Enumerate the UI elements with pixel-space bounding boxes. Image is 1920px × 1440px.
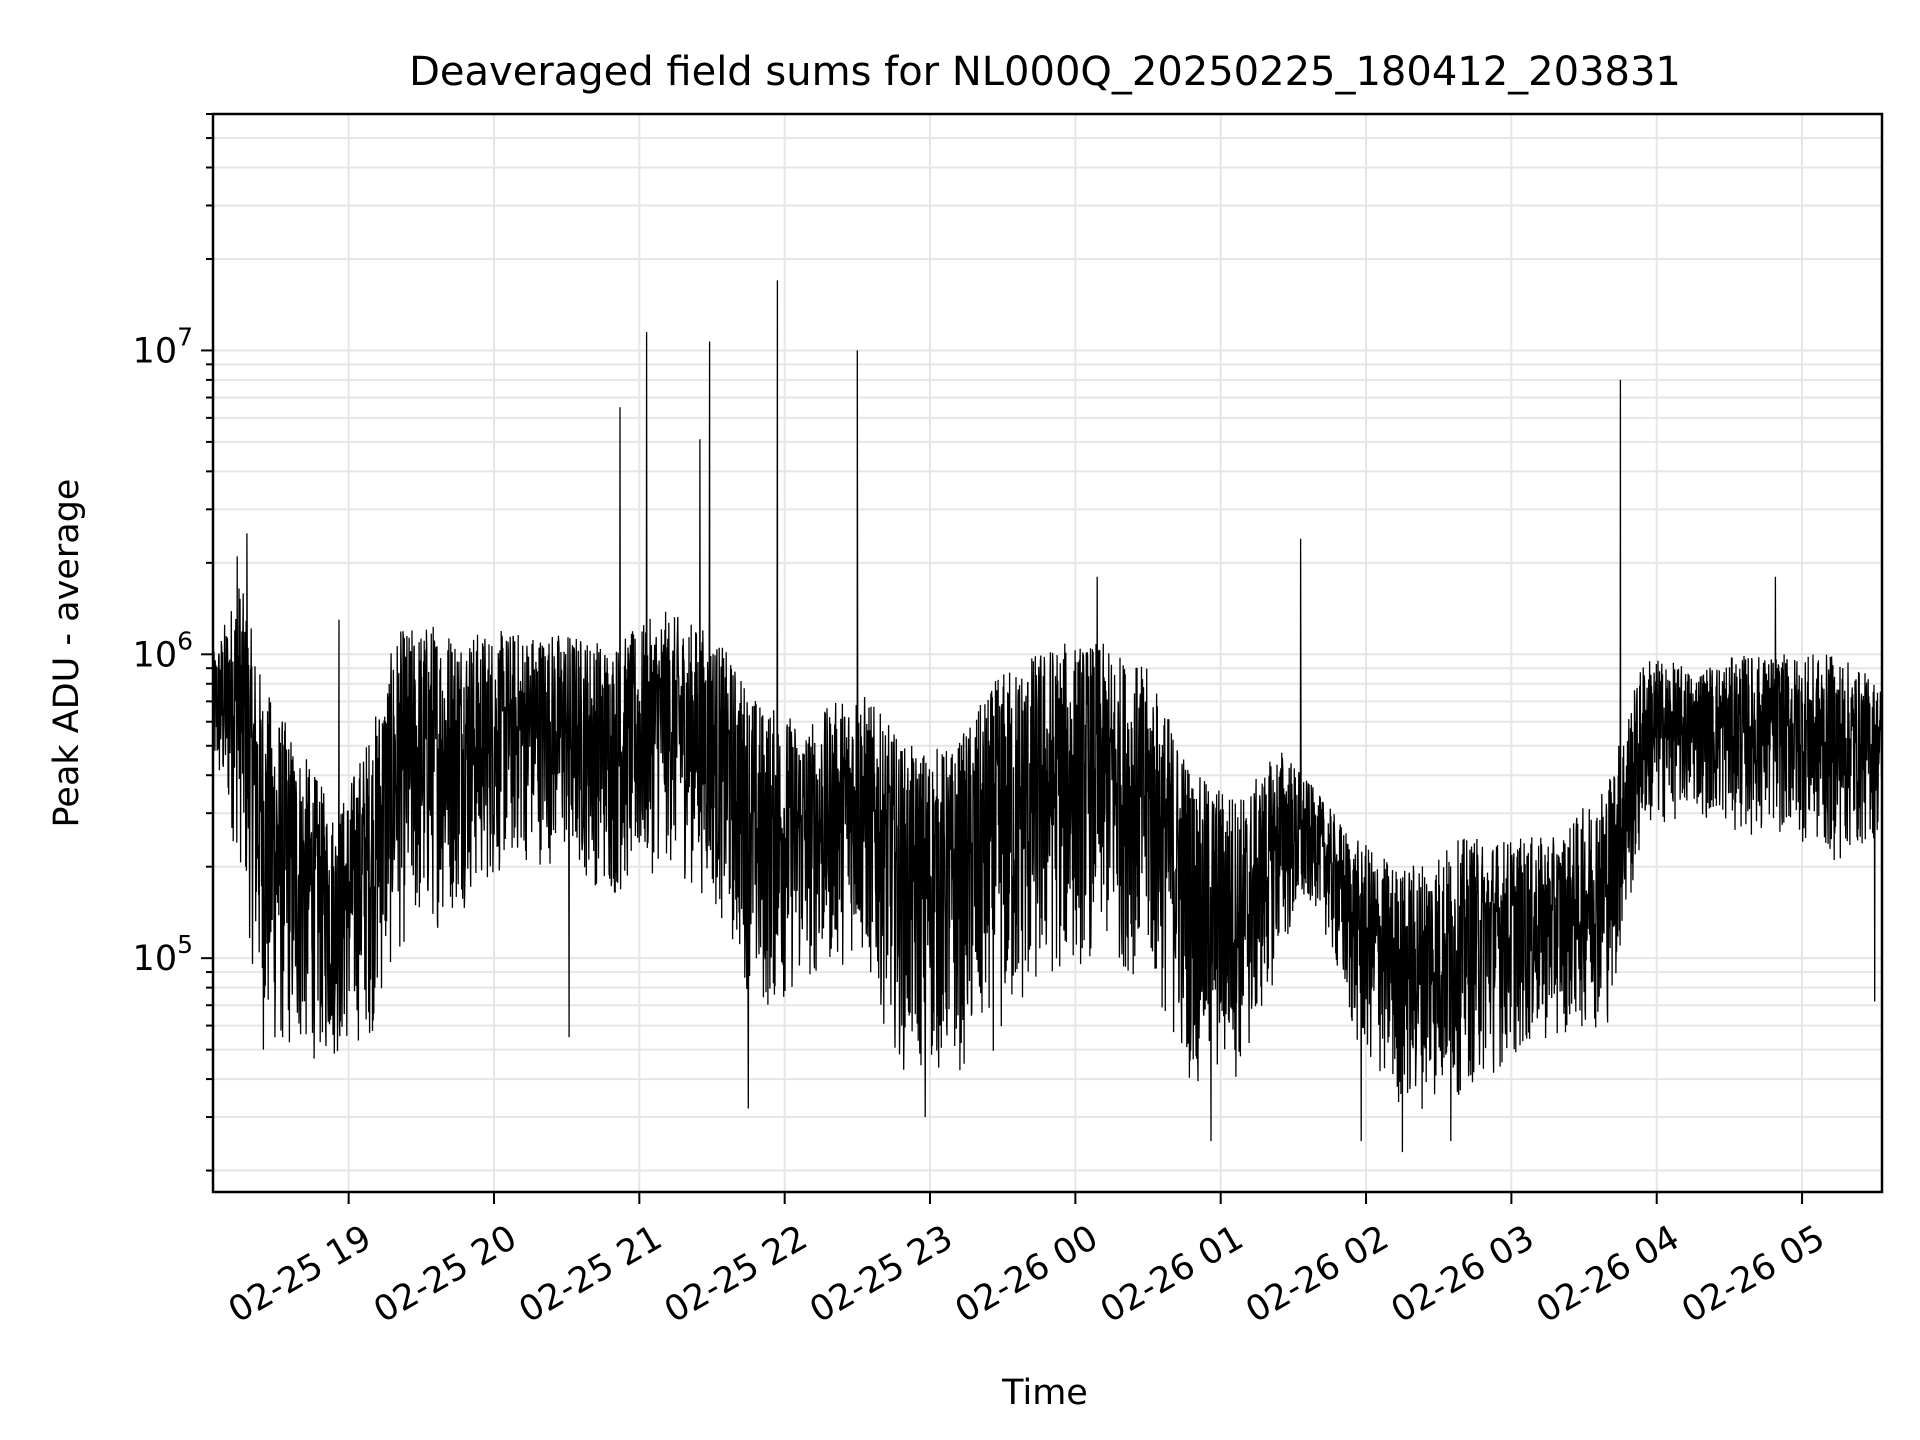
y-tick-label: 106 <box>133 626 193 675</box>
y-axis: 105 106 107 <box>133 113 213 1172</box>
x-axis-label: Time <box>1001 1373 1088 1413</box>
series-path <box>213 280 1882 1153</box>
y-axis-label: Peak ADU - average <box>47 479 87 828</box>
plot-frame <box>211 112 1884 1194</box>
y-tick-label: 107 <box>133 322 193 371</box>
series-line <box>213 280 1882 1153</box>
chart-title: Deaveraged field sums for NL000Q_2025022… <box>409 49 1681 95</box>
y-tick-label: 105 <box>133 930 193 979</box>
